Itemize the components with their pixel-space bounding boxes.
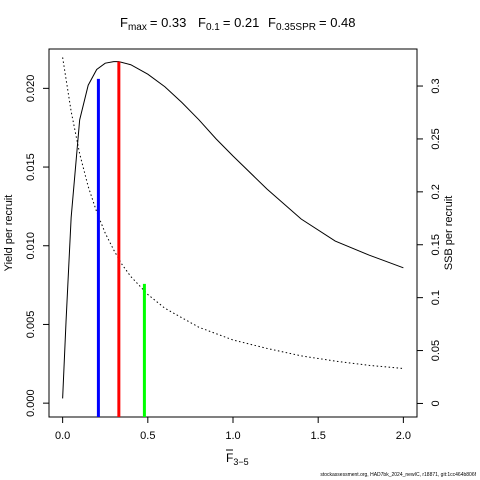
y-right-tick-label: 0.2 — [430, 184, 442, 199]
y-axis-left-label: Yield per recruit — [3, 195, 15, 272]
y-left-tick-label: 0.020 — [25, 75, 37, 103]
reference-lines — [96, 61, 146, 417]
chart-title: Fmax = 0.33 F0.1 = 0.21 F0.35SPR = 0.48 — [120, 15, 356, 33]
yield-per-recruit-curve — [62, 61, 404, 399]
y-left-tick-label: 0.005 — [25, 311, 37, 339]
ssb-per-recruit-curve — [62, 57, 404, 370]
y-right-tick-label: 0.05 — [430, 340, 442, 361]
y-axis-right-label: SSB per recruit — [443, 196, 455, 271]
y-axis-left: 0.000 0.005 0.010 0.015 0.020 — [25, 75, 49, 417]
y-left-tick-label: 0.000 — [25, 389, 37, 417]
y-right-tick-label: 0.3 — [430, 78, 442, 93]
y-right-tick-label: 0 — [430, 400, 442, 406]
x-tick-label: 1.0 — [225, 430, 240, 442]
series-layer — [62, 57, 404, 399]
plot-frame — [48, 48, 418, 418]
x-tick-label: 0.5 — [140, 430, 155, 442]
y-left-tick-label: 0.010 — [25, 232, 37, 260]
x-axis-label: F3−5 — [226, 451, 249, 467]
x-axis: 0.0 0.5 1.0 1.5 2.0 — [55, 417, 411, 442]
y-left-tick-label: 0.015 — [25, 153, 37, 181]
x-tick-label: 0.0 — [55, 430, 70, 442]
y-right-tick-label: 0.1 — [430, 290, 442, 305]
y-right-tick-label: 0.25 — [430, 128, 442, 149]
footer-text: stockassessment.org, HAD7bk_2024_newIC, … — [320, 472, 476, 478]
y-right-tick-label: 0.15 — [430, 234, 442, 255]
x-tick-label: 2.0 — [396, 430, 411, 442]
y-axis-right: 0 0.05 0.1 0.15 0.2 0.25 0.3 — [417, 78, 442, 407]
x-tick-label: 1.5 — [311, 430, 326, 442]
